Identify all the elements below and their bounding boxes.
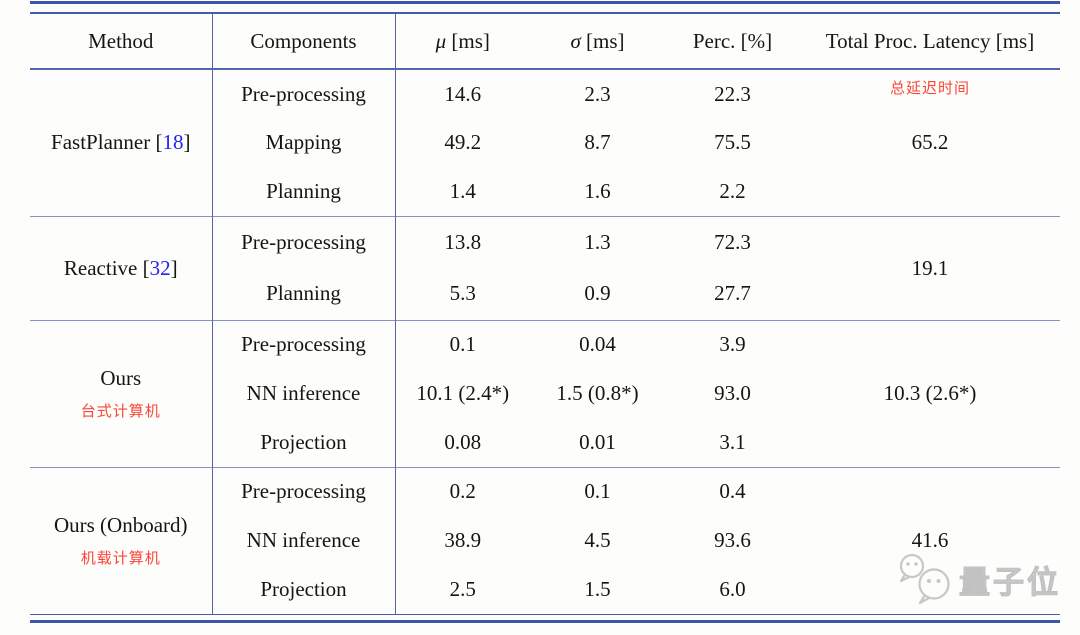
- perc-value: 72.3: [714, 229, 751, 254]
- red-annotation-onboard: 机载计算机: [80, 550, 161, 567]
- total-latency-value: 41.6: [911, 528, 949, 552]
- col-header-mu: μ [ms]: [395, 13, 530, 70]
- mu-value: 0.1: [449, 332, 476, 357]
- citation-link[interactable]: 18: [162, 130, 184, 155]
- sigma-value: 4.5: [584, 528, 611, 552]
- table-row: Mapping 49.2 8.7 75.5: [30, 118, 1060, 167]
- method-group-ours: Ours 台式计算机 Pre-processing 0.1 0.04 3.9 1…: [30, 320, 1060, 467]
- mu-unit: [ms]: [451, 28, 490, 53]
- sigma-value: 0.9: [584, 281, 611, 306]
- mu-value: 14.6: [444, 81, 482, 106]
- header-row: Method Components μ [ms] σ [ms] Perc. [%…: [30, 13, 1060, 70]
- perc-value: 22.3: [714, 81, 751, 106]
- method-label-suffix: ]: [170, 255, 178, 280]
- total-latency-value: 10.3 (2.6*): [883, 381, 977, 405]
- mu-value: 38.9: [444, 528, 482, 552]
- method-cell-ours: Ours 台式计算机: [30, 320, 213, 467]
- sigma-value: 8.7: [584, 130, 611, 154]
- mu-value: 13.8: [444, 229, 482, 254]
- component-cell: Pre-processing: [212, 69, 396, 118]
- col-header-sigma: σ [ms]: [530, 13, 665, 70]
- sigma-value: 1.3: [584, 229, 611, 254]
- perc-value: 3.1: [719, 429, 746, 454]
- sigma-value: 2.3: [584, 81, 611, 106]
- table-row: Projection 2.5 1.5 6.0: [30, 565, 1060, 614]
- mu-symbol: μ: [435, 28, 447, 53]
- perc-value: 2.2: [719, 178, 746, 203]
- component-cell: NN inference: [212, 369, 396, 418]
- perc-value: 3.9: [719, 332, 746, 357]
- latency-table: Method Components μ [ms] σ [ms] Perc. [%…: [30, 12, 1060, 615]
- perc-value: 93.6: [714, 528, 751, 552]
- perc-value: 27.7: [714, 281, 751, 306]
- mu-value: 10.1 (2.4*): [416, 381, 510, 405]
- method-cell-fastplanner: FastPlanner [18]: [30, 69, 213, 216]
- sigma-value: 1.5 (0.8*): [556, 381, 639, 405]
- sigma-symbol: σ: [570, 28, 581, 53]
- method-group-ours-onboard: Ours (Onboard) 机载计算机 Pre-processing 0.2 …: [30, 467, 1060, 614]
- table-row: Projection 0.08 0.01 3.1: [30, 418, 1060, 467]
- mu-value: 1.4: [449, 178, 476, 203]
- col-header-perc: Perc. [%]: [665, 13, 800, 70]
- sigma-value: 1.5: [584, 576, 611, 601]
- perc-value: 75.5: [714, 130, 751, 154]
- perc-value: 6.0: [719, 576, 746, 601]
- total-latency-cell: 总延迟时间 65.2: [800, 69, 1060, 216]
- table-row: NN inference 10.1 (2.4*) 1.5 (0.8*) 93.0: [30, 369, 1060, 418]
- component-cell: Planning: [212, 268, 396, 320]
- table-row: FastPlanner [18] Pre-processing 14.6 2.3…: [30, 69, 1060, 216]
- latency-table-wrapper: Method Components μ [ms] σ [ms] Perc. [%…: [30, 1, 1060, 623]
- method-label: Ours (Onboard): [53, 513, 188, 537]
- total-latency-cell: 10.3 (2.6*): [800, 320, 1060, 467]
- method-label: Ours: [100, 366, 142, 390]
- perc-value: 93.0: [714, 381, 751, 405]
- component-cell: Projection: [212, 418, 396, 467]
- col-header-method: Method: [30, 13, 213, 70]
- component-cell: NN inference: [212, 516, 396, 565]
- table-row: Ours (Onboard) 机载计算机 Pre-processing 0.2 …: [30, 467, 1060, 614]
- component-cell: Mapping: [212, 118, 396, 167]
- table-row: NN inference 38.9 4.5 93.6: [30, 516, 1060, 565]
- method-group-fastplanner: FastPlanner [18] Pre-processing 14.6 2.3…: [30, 69, 1060, 216]
- red-annotation-total-latency: 总延迟时间: [889, 80, 970, 97]
- total-latency-value: 65.2: [911, 130, 949, 155]
- table-row: Ours 台式计算机 Pre-processing 0.1 0.04 3.9 1…: [30, 320, 1060, 467]
- component-cell: Pre-processing: [212, 216, 396, 268]
- total-latency-cell: 41.6: [800, 467, 1060, 614]
- sigma-value: 0.04: [579, 332, 616, 357]
- perc-value: 0.4: [719, 479, 746, 504]
- mu-value: 2.5: [449, 576, 476, 601]
- sigma-value: 1.6: [584, 178, 611, 203]
- mu-value: 0.2: [449, 479, 476, 504]
- table-row: Reactive [32] Pre-processing 13.8 1.3 72…: [30, 216, 1060, 320]
- component-cell: Pre-processing: [212, 467, 396, 516]
- total-latency-cell: 19.1: [800, 216, 1060, 320]
- method-label-suffix: ]: [183, 130, 191, 155]
- component-cell: Pre-processing: [212, 320, 396, 369]
- method-cell-reactive: Reactive [32]: [30, 216, 213, 320]
- mu-value: 0.08: [444, 429, 482, 454]
- table-row: Planning 5.3 0.9 27.7: [30, 268, 1060, 320]
- mu-value: 5.3: [449, 281, 476, 306]
- citation-link[interactable]: 32: [149, 255, 171, 280]
- sigma-value: 0.01: [579, 429, 616, 454]
- table-row: Planning 1.4 1.6 2.2: [30, 167, 1060, 216]
- component-cell: Projection: [212, 565, 396, 614]
- col-header-total-latency: Total Proc. Latency [ms]: [800, 13, 1060, 70]
- col-header-components: Components: [212, 13, 396, 70]
- method-label: Reactive [: [63, 255, 150, 280]
- red-annotation-desktop: 台式计算机: [80, 403, 161, 420]
- mu-value: 49.2: [444, 130, 482, 154]
- total-latency-value: 19.1: [911, 255, 949, 280]
- component-cell: Planning: [212, 167, 396, 216]
- sigma-unit: [ms]: [586, 28, 625, 53]
- method-group-reactive: Reactive [32] Pre-processing 13.8 1.3 72…: [30, 216, 1060, 320]
- method-label: FastPlanner [: [51, 130, 163, 155]
- sigma-value: 0.1: [584, 479, 611, 504]
- method-cell-ours-onboard: Ours (Onboard) 机载计算机: [30, 467, 213, 614]
